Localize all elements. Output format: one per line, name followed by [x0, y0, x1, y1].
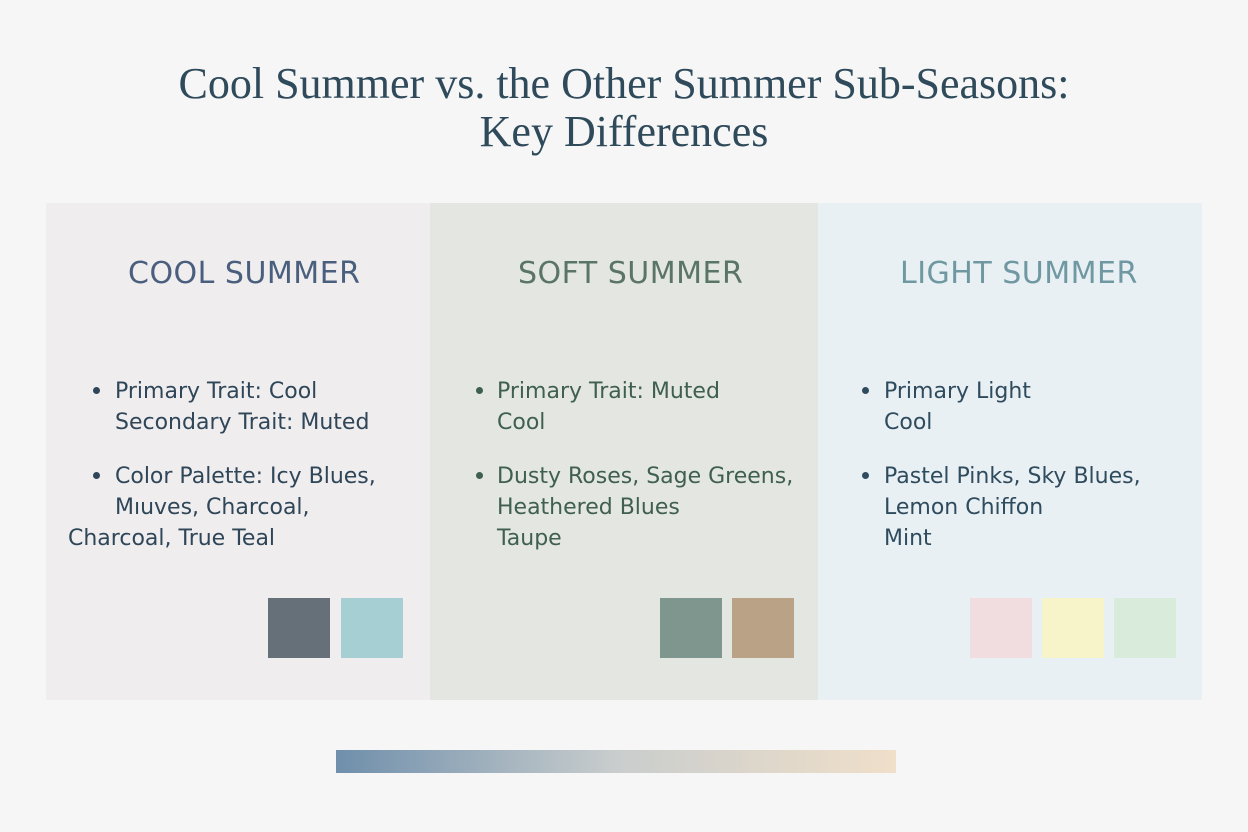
bullet-dot [862, 387, 869, 394]
light-summer-heading: LIGHT SUMMER [900, 256, 1138, 291]
summer-gradient-bar [336, 750, 896, 773]
light-trait-line-1: Primary Light [884, 379, 1031, 404]
bullet-dot [476, 472, 483, 479]
cool-summer-heading: COOL SUMMER [128, 256, 361, 291]
cool-palette-line-1: Color Palette: Icy Blues, [115, 464, 376, 489]
color-swatch [732, 598, 794, 658]
bullet-dot [93, 387, 100, 394]
color-swatch [341, 598, 403, 658]
page-title-line-1: Cool Summer vs. the Other Summer Sub-Sea… [178, 59, 1070, 108]
soft-summer-heading: SOFT SUMMER [518, 256, 744, 291]
cool-trait-line-1: Primary Trait: Cool [115, 379, 318, 404]
cool-trait-line-2: Secondary Trait: Muted [115, 410, 370, 435]
soft-trait-line-2: Cool [497, 410, 546, 435]
page-title: Cool Summer vs. the Other Summer Sub-Sea… [0, 60, 1248, 156]
light-palette-line-2: Lemon Chiffon [884, 495, 1044, 520]
soft-palette-line-1: Dusty Roses, Sage Greens, [497, 464, 794, 489]
light-trait-line-2: Cool [884, 410, 933, 435]
color-swatch [268, 598, 330, 658]
cool-palette-line-3: Charcoal, True Teal [68, 526, 276, 551]
light-palette-line-1: Pastel Pinks, Sky Blues, [884, 464, 1141, 489]
cool-palette-line-2: Mıuves, Charcoal, [115, 495, 310, 520]
soft-palette-line-2: Heathered Blues [497, 495, 680, 520]
bullet-dot [862, 472, 869, 479]
color-swatch [660, 598, 722, 658]
page-title-line-2: Key Differences [479, 107, 769, 156]
soft-palette-line-3: Taupe [497, 526, 562, 551]
light-palette-line-3: Mint [884, 526, 932, 551]
color-swatch [1114, 598, 1176, 658]
soft-trait-line-1: Primary Trait: Muted [497, 379, 720, 404]
color-swatch [970, 598, 1032, 658]
color-swatch [1042, 598, 1104, 658]
bullet-dot [93, 472, 100, 479]
bullet-dot [476, 387, 483, 394]
